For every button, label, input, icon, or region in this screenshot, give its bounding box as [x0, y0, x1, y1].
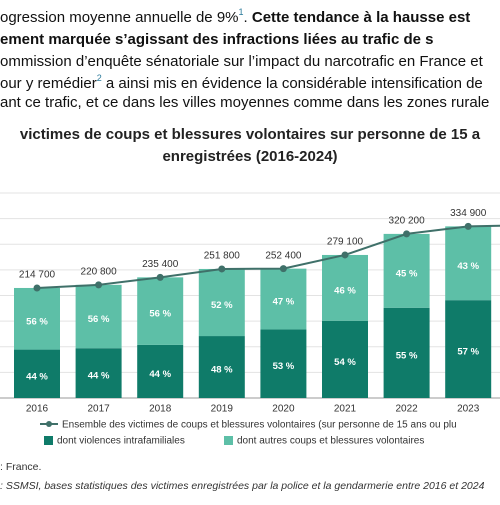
- segment-label: 48 %: [211, 365, 233, 376]
- legend-swatch: [44, 436, 53, 445]
- paragraph-line: ogression moyenne annuelle de 9%1. Cette…: [0, 7, 470, 26]
- x-tick-label: 2021: [334, 404, 357, 415]
- bar-segment: [445, 300, 492, 398]
- segment-label: 57 %: [457, 347, 479, 358]
- paragraph-line: ement marquée s’agissant des infractions…: [0, 31, 434, 48]
- bar-segment: [383, 233, 430, 308]
- bar-segment: [322, 254, 368, 321]
- total-point: [33, 284, 41, 292]
- source-note: : SSMSI, bases statistiques des victimes…: [0, 480, 485, 492]
- text-run: ant ce trafic, et ce dans les villes moy…: [0, 94, 489, 111]
- segment-label: 54 %: [334, 357, 356, 368]
- bar-segment: [75, 284, 122, 349]
- text-run: ommission d’enquête sénatoriale sur l’im…: [0, 53, 484, 70]
- total-point: [464, 222, 472, 230]
- bar-segment: [14, 349, 60, 398]
- paragraph-line: our y remédier2 a ainsi mis en évidence …: [0, 73, 483, 92]
- legend-label: Ensemble des victimes de coups et blessu…: [62, 420, 457, 431]
- total-point: [95, 281, 103, 289]
- segment-label: 44 %: [88, 371, 110, 382]
- total-label: 320 200: [389, 216, 426, 227]
- total-label: 334 900: [450, 208, 487, 219]
- total-label: 235 400: [142, 259, 179, 270]
- legend-label: dont autres coups et blessures volontair…: [237, 436, 424, 447]
- legend-swatch: [224, 436, 233, 445]
- text-run: Cette tendance à la hausse est: [252, 9, 470, 26]
- bar-segment: [198, 268, 245, 337]
- x-tick-label: 2022: [395, 404, 418, 415]
- bar-segment: [14, 287, 60, 350]
- segment-label: 56 %: [26, 316, 48, 327]
- total-point: [279, 265, 287, 273]
- x-tick-label: 2017: [87, 404, 110, 415]
- total-label: 279 100: [327, 237, 364, 248]
- bar-segment: [198, 336, 245, 398]
- text-run: .: [244, 9, 252, 26]
- total-point: [341, 251, 349, 259]
- text-run: ogression moyenne annuelle de 9%: [0, 9, 239, 26]
- total-point: [403, 230, 411, 238]
- total-label: 214 700: [19, 270, 56, 281]
- segment-label: 53 %: [273, 361, 295, 372]
- text-run: a ainsi mis en évidence la considérable …: [102, 75, 483, 92]
- segment-label: 56 %: [149, 309, 171, 320]
- total-label: 252 400: [265, 250, 302, 261]
- total-label: 220 800: [81, 266, 118, 277]
- chart-title: victimes de coups et blessures volontair…: [20, 126, 481, 143]
- segment-label: 44 %: [149, 369, 171, 380]
- segment-label: 43 %: [457, 261, 479, 272]
- footnote-ref: 2: [97, 73, 102, 83]
- segment-label: 56 %: [88, 314, 110, 325]
- segment-label: 45 %: [396, 268, 418, 279]
- x-tick-label: 2019: [211, 404, 234, 415]
- bar-segment: [445, 226, 492, 301]
- bar-segment: [322, 320, 368, 398]
- text-run: ement marquée s’agissant des infractions…: [0, 31, 434, 48]
- total-point: [156, 273, 164, 281]
- segment-label: 46 %: [334, 285, 356, 296]
- total-point: [218, 265, 226, 273]
- text-run: our y remédier: [0, 75, 97, 92]
- x-tick-label: 2016: [26, 404, 49, 415]
- bar-segment: [383, 307, 430, 398]
- bar-segment: [137, 277, 184, 345]
- paragraph-line: ommission d’enquête sénatoriale sur l’im…: [0, 53, 484, 70]
- chart-title: enregistrées (2016-2024): [162, 148, 337, 165]
- total-label: 251 800: [204, 251, 241, 262]
- footnote-ref: 1: [239, 7, 244, 17]
- legend-label: dont violences intrafamiliales: [57, 436, 185, 447]
- x-tick-label: 2018: [149, 404, 172, 415]
- x-tick-label: 2023: [457, 404, 480, 415]
- segment-label: 44 %: [26, 371, 48, 382]
- segment-label: 55 %: [396, 350, 418, 361]
- x-tick-label: 2020: [272, 404, 295, 415]
- bar-segment: [260, 268, 307, 330]
- segment-label: 52 %: [211, 300, 233, 311]
- segment-label: 47 %: [273, 297, 295, 308]
- legend-point: [46, 421, 52, 427]
- bar-segment: [260, 329, 307, 398]
- bar-segment: [75, 348, 122, 398]
- paragraph-line: ant ce trafic, et ce dans les villes moy…: [0, 94, 489, 111]
- scope-note: : France.: [0, 461, 41, 473]
- bar-segment: [137, 344, 184, 398]
